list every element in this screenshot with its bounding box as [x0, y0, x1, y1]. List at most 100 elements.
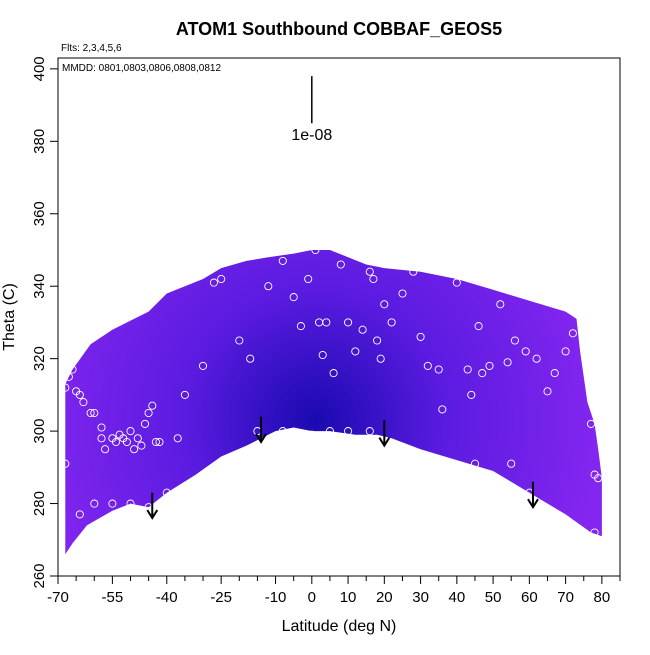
sample-marker: [198, 361, 208, 370]
sample-marker: [318, 350, 327, 360]
sample-marker: [126, 499, 135, 508]
sample-marker: [246, 354, 255, 363]
y-tick-label: 400: [31, 56, 48, 81]
sample-marker: [594, 474, 603, 483]
sample-marker: [474, 322, 483, 331]
sample-marker: [137, 441, 146, 450]
y-tick-label: 300: [31, 419, 48, 444]
arrow-head: [527, 498, 539, 510]
flights-label: Flts: 2,3,4,5,6: [61, 43, 122, 54]
x-tick-label: 10: [340, 589, 357, 606]
sample-marker: [97, 434, 106, 443]
y-tick-label: 280: [31, 491, 48, 516]
plot-frame: [57, 57, 621, 577]
sample-marker: [61, 459, 70, 468]
sample-marker: [550, 369, 559, 378]
sample-marker: [369, 274, 378, 284]
sample-marker: [434, 365, 443, 374]
sample-marker: [579, 311, 588, 320]
sample-marker: [278, 256, 287, 265]
sample-marker: [467, 390, 476, 399]
sample-markers: [61, 245, 603, 537]
sample-marker: [75, 510, 84, 519]
sample-marker: [423, 361, 432, 370]
sample-marker: [344, 318, 353, 327]
dates-label: MMDD: 0801,0803,0806,0808,0812: [62, 63, 221, 74]
sample-marker: [336, 260, 345, 269]
sample-marker: [173, 434, 182, 443]
x-tick-label: -10: [265, 589, 287, 606]
arrow-head: [146, 509, 159, 520]
x-tick-label: 30: [412, 589, 429, 606]
sample-marker: [130, 445, 139, 454]
sample-marker: [296, 322, 305, 331]
y-tick-label: 380: [31, 129, 48, 154]
sample-marker: [485, 361, 494, 370]
y-tick-label: 360: [31, 201, 48, 226]
scale-bar-label: 1e-08: [291, 127, 332, 144]
sample-marker: [162, 488, 171, 497]
sample-marker: [64, 372, 73, 381]
sample-marker: [496, 300, 505, 309]
sample-marker: [543, 387, 552, 396]
sample-marker: [307, 430, 316, 439]
sample-marker: [358, 325, 367, 334]
sample-marker: [75, 390, 84, 399]
heatmap-field: [65, 250, 602, 555]
sample-marker: [97, 423, 106, 432]
sample-marker: [79, 398, 88, 407]
chart-title: ATOM1 Southbound COBBAF_GEOS5: [176, 19, 502, 39]
sample-marker: [503, 358, 512, 367]
sample-marker: [380, 300, 389, 309]
sample-marker: [108, 499, 117, 508]
x-tick-label: -25: [210, 589, 232, 606]
sample-marker: [61, 383, 70, 392]
sample-marker: [586, 419, 596, 428]
y-tick-label: 260: [31, 563, 48, 588]
sample-marker: [532, 354, 541, 363]
sample-marker: [521, 347, 530, 356]
sample-marker: [507, 459, 516, 468]
sample-marker: [311, 245, 320, 255]
x-tick-label: -40: [156, 589, 178, 606]
sample-marker: [122, 437, 131, 447]
sample-marker: [329, 369, 338, 378]
sample-marker: [365, 427, 374, 436]
x-tick-label: 20: [376, 589, 393, 606]
y-axis: 260 280 300 320 340 360 380 400: [31, 56, 58, 589]
sample-marker: [155, 437, 164, 447]
sample-marker: [68, 365, 77, 374]
sample-marker: [325, 427, 334, 436]
sample-marker: [264, 282, 273, 291]
x-tick-label: 40: [448, 589, 465, 606]
arrow-head: [255, 433, 267, 444]
sample-marker: [452, 278, 461, 287]
sample-marker: [478, 369, 487, 378]
sample-marker: [180, 390, 189, 399]
sample-marker: [235, 452, 244, 461]
sample-marker: [409, 267, 418, 276]
sample-marker: [126, 427, 135, 436]
sample-marker: [373, 336, 382, 345]
sample-marker: [101, 445, 110, 454]
x-tick-label: -55: [102, 589, 124, 606]
sample-marker: [86, 408, 95, 418]
sample-marker: [568, 329, 577, 338]
sample-marker: [434, 459, 443, 468]
sample-marker: [148, 401, 157, 410]
arrow-head: [378, 437, 391, 448]
sample-marker: [463, 365, 472, 374]
sample-marker: [217, 274, 226, 284]
sample-marker: [344, 427, 353, 436]
y-axis-label: Theta (C): [1, 283, 18, 351]
sample-marker: [151, 437, 160, 447]
sample-marker: [351, 347, 360, 356]
x-tick-label: 0: [308, 589, 316, 606]
sample-marker: [235, 336, 244, 345]
sample-marker: [140, 419, 150, 428]
x-tick-label: 80: [594, 589, 611, 606]
sample-marker: [376, 354, 385, 363]
sample-marker: [387, 318, 396, 327]
sample-marker: [90, 408, 99, 418]
